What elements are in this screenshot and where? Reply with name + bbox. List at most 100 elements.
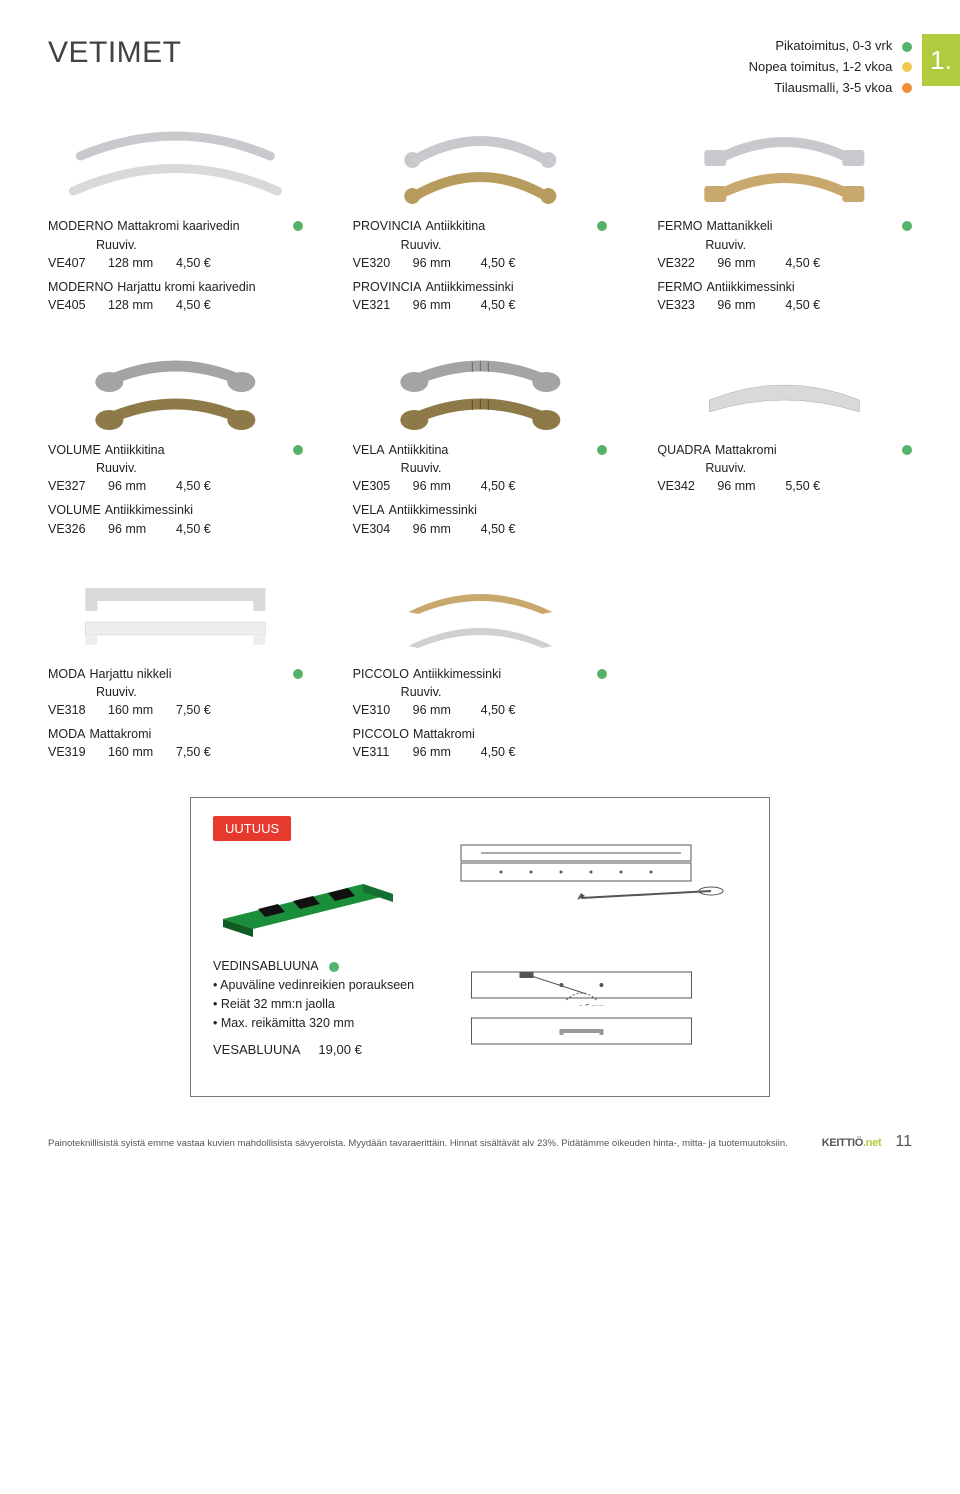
product-size: 96 mm (413, 520, 469, 538)
footer: Painoteknillisistä syistä emme vastaa ku… (48, 1133, 912, 1151)
product-variant: Antiikkimessinki (389, 501, 477, 519)
product-sku: VE323 (657, 296, 705, 314)
product: PICCOLO AntiikkimessinkiRuuviv. VE310 96… (353, 665, 608, 719)
product-cell (657, 564, 912, 768)
product-image (353, 564, 608, 659)
uutuus-tag: UUTUUS (213, 816, 291, 841)
page-number: 11 (895, 1133, 912, 1151)
product-price: 7,50 € (176, 743, 211, 761)
product-price: 4,50 € (176, 520, 211, 538)
product-sub: Ruuviv. (657, 459, 912, 477)
dot-icon (902, 221, 912, 231)
product-sub: Ruuviv. (657, 236, 912, 254)
product-image (657, 340, 912, 435)
product-cell: PICCOLO AntiikkimessinkiRuuviv. VE310 96… (353, 564, 608, 768)
product-sku: VE327 (48, 477, 96, 495)
product-cell: FERMO MattanikkeliRuuviv. VE322 96 mm 4,… (657, 116, 912, 320)
footer-logo: KEITTIÖ.net (822, 1133, 882, 1151)
product-sku: VE407 (48, 254, 96, 272)
product-name: FERMO (657, 217, 702, 235)
svg-text:ø 5 mm: ø 5 mm (578, 1003, 605, 1006)
product-variant: Antiikkimessinki (105, 501, 193, 519)
delivery-legend: Pikatoimitus, 0-3 vrk Nopea toimitus, 1-… (749, 36, 912, 98)
product-size: 96 mm (717, 477, 773, 495)
product: PROVINCIA AntiikkitinaRuuviv. VE320 96 m… (353, 217, 608, 271)
product-size: 160 mm (108, 701, 164, 719)
product-price: 5,50 € (785, 477, 820, 495)
page: VETIMET Pikatoimitus, 0-3 vrk Nopea toim… (0, 0, 960, 1175)
dot-icon (902, 445, 912, 455)
product: MODA Harjattu nikkeliRuuviv. VE318 160 m… (48, 665, 303, 719)
uutuus-title: VEDINSABLUUNA (213, 957, 319, 976)
product-variant: Antiikkimessinki (706, 278, 794, 296)
legend-line: Nopea toimitus, 1-2 vkoa (749, 57, 912, 78)
product-cell: VELA AntiikkitinaRuuviv. VE305 96 mm 4,5… (353, 340, 608, 544)
product-price: 4,50 € (785, 254, 820, 272)
product-name: PICCOLO (353, 725, 409, 743)
product-size: 96 mm (108, 520, 164, 538)
product-variant: Antiikkimessinki (425, 278, 513, 296)
dot-icon (902, 42, 912, 52)
product-cell: VOLUME AntiikkitinaRuuviv. VE327 96 mm 4… (48, 340, 303, 544)
product-name: PROVINCIA (353, 278, 422, 296)
product: MODA Mattakromi VE319 160 mm 7,50 € (48, 725, 303, 761)
product-variant: Mattakromi (90, 725, 152, 743)
product-image (353, 116, 608, 211)
illustration-2: ø 5 mm (436, 964, 747, 1054)
product-price: 7,50 € (176, 701, 211, 719)
product-name: VELA (353, 441, 385, 459)
product-sub: Ruuviv. (353, 683, 608, 701)
dot-icon (293, 221, 303, 231)
dot-icon (902, 83, 912, 93)
bullet: Apuväline vedinreikien poraukseen (213, 976, 414, 995)
product-size: 128 mm (108, 296, 164, 314)
uutuus-box: UUTUUS (190, 797, 770, 1097)
product-sub: Ruuviv. (353, 236, 608, 254)
product-name: VOLUME (48, 441, 101, 459)
product: QUADRA MattakromiRuuviv. VE342 96 mm 5,5… (657, 441, 912, 495)
product-price: 4,50 € (481, 254, 516, 272)
product: FERMO Antiikkimessinki VE323 96 mm 4,50 … (657, 278, 912, 314)
product-variant: Mattakromi (715, 441, 777, 459)
product-cell: PROVINCIA AntiikkitinaRuuviv. VE320 96 m… (353, 116, 608, 320)
product-name: PICCOLO (353, 665, 409, 683)
product-variant: Antiikkitina (425, 217, 485, 235)
product-price: 4,50 € (176, 254, 211, 272)
product-variant: Antiikkitina (105, 441, 165, 459)
product-row: VOLUME Antiikkitina Ruuviv. VE327 96 mm 4… (48, 340, 912, 544)
product-sku: VE320 (353, 254, 401, 272)
product: VOLUME Antiikkimessinki VE326 96 mm 4,50… (48, 501, 303, 537)
product-name: PROVINCIA (353, 217, 422, 235)
product-price: 4,50 € (176, 296, 211, 314)
product-sku: VE310 (353, 701, 401, 719)
product-size: 96 mm (717, 296, 773, 314)
header: VETIMET Pikatoimitus, 0-3 vrk Nopea toim… (48, 36, 912, 98)
product-image (48, 564, 303, 659)
product-size: 96 mm (413, 296, 469, 314)
product-size: 96 mm (413, 254, 469, 272)
product-image (48, 116, 303, 211)
product-name: VOLUME (48, 501, 101, 519)
product-sku: VE305 (353, 477, 401, 495)
product-sku: VE342 (657, 477, 705, 495)
product: VELA AntiikkitinaRuuviv. VE305 96 mm 4,5… (353, 441, 608, 495)
dot-icon (597, 445, 607, 455)
legend-text: Pikatoimitus, 0-3 vrk (775, 38, 892, 53)
product-name: MODA (48, 665, 86, 683)
legend-text: Tilausmalli, 3-5 vkoa (774, 80, 892, 95)
uutuus-description: VEDINSABLUUNA Apuväline vedinreikien por… (213, 957, 414, 1060)
product-variant: Harjattu nikkeli (90, 665, 172, 683)
product-name: QUADRA (657, 441, 710, 459)
product-sub: Ruuviv. (48, 683, 303, 701)
product-price: 4,50 € (481, 520, 516, 538)
product-size: 96 mm (717, 254, 773, 272)
product-sku: VE321 (353, 296, 401, 314)
product-size: 96 mm (413, 743, 469, 761)
product-sub: Ruuviv. (353, 459, 608, 477)
product-image (353, 340, 608, 435)
product-image (48, 340, 303, 435)
product-sku: VE318 (48, 701, 96, 719)
dot-icon (293, 445, 303, 455)
product-cell: MODERNO Mattakromi kaarivedinRuuviv. VE4… (48, 116, 303, 320)
product-price: 4,50 € (176, 477, 211, 495)
